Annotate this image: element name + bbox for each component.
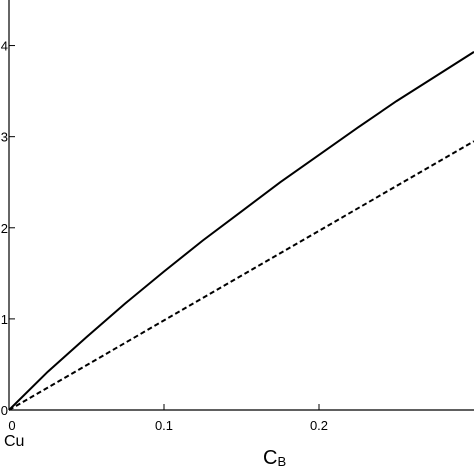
series-lines <box>8 51 474 411</box>
x-tick-label: 0.2 <box>310 418 328 433</box>
solid-series-line <box>8 51 474 411</box>
y-tick-label: 4 <box>1 39 8 54</box>
x-tick-label: 0 <box>8 418 15 433</box>
y-tick-label: 0 <box>1 403 8 418</box>
y-tick-label: 2 <box>1 221 8 236</box>
x-tick-label: 0.1 <box>155 418 173 433</box>
axes <box>8 0 474 411</box>
corner-label: Cu <box>4 433 24 450</box>
dashed-series-line <box>8 140 474 411</box>
ticks: 0 0.1 0.2 0 1 2 3 4 <box>1 39 328 433</box>
x-axis-title-main: C <box>263 447 277 469</box>
x-axis-title-subscript: B <box>277 454 286 469</box>
y-tick-label: 3 <box>1 130 8 145</box>
y-tick-label: 1 <box>1 312 8 327</box>
x-axis-title: CB <box>263 447 286 469</box>
